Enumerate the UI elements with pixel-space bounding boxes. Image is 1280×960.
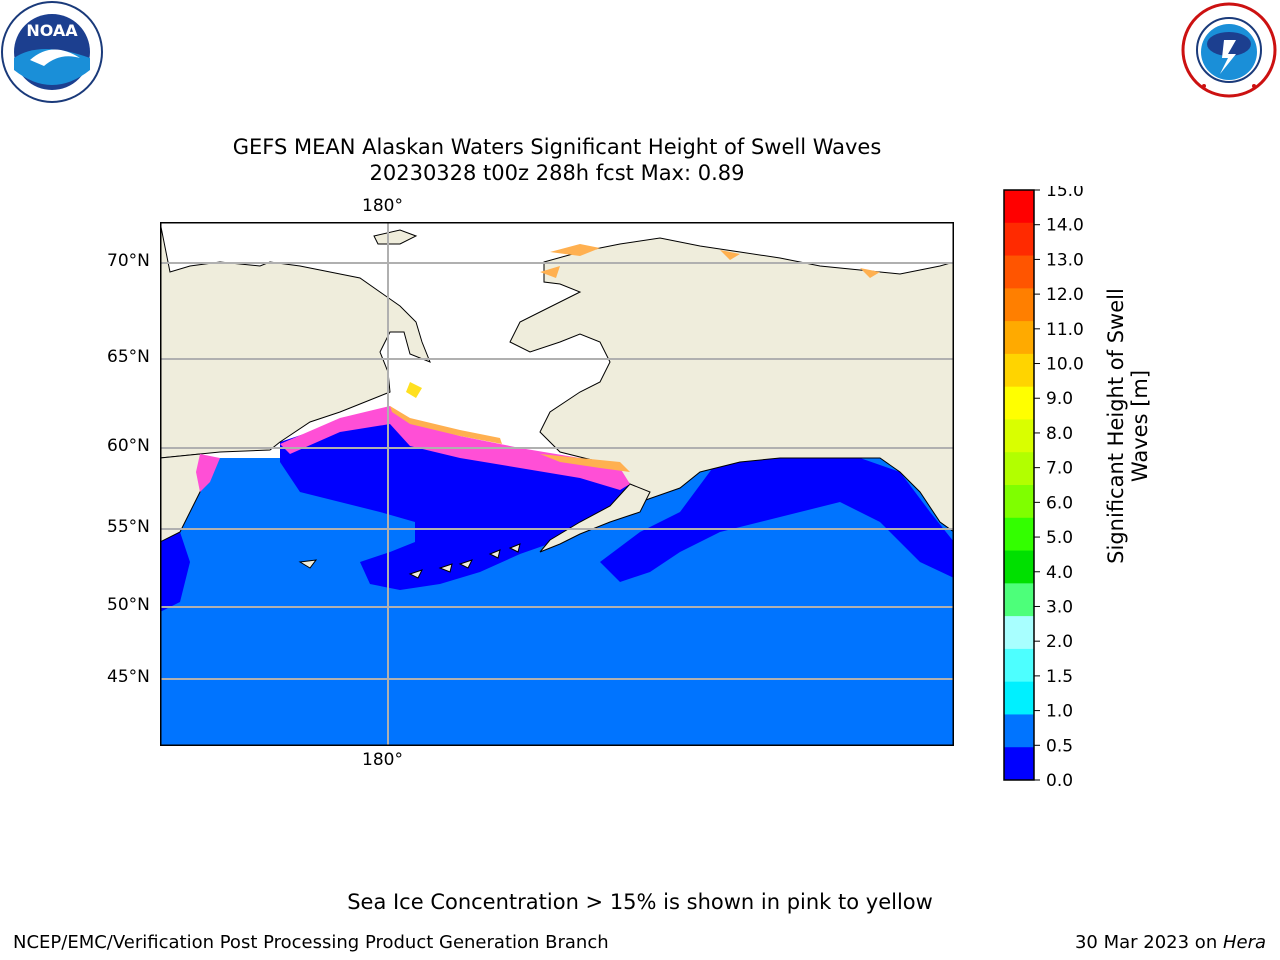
lat-label-60: 60°N [107, 436, 150, 456]
colorbar-tick-label: 2.0 [1046, 632, 1073, 652]
lat-label-45: 45°N [107, 667, 150, 687]
lon-label-bottom: 180° [362, 750, 403, 770]
colorbar-segment [1004, 616, 1034, 650]
colorbar-tick-label: 5.0 [1046, 528, 1073, 548]
colorbar-segment [1004, 747, 1034, 781]
colorbar-tick-label: 9.0 [1046, 389, 1073, 409]
sea-ice-note: Sea Ice Concentration > 15% is shown in … [347, 890, 933, 914]
colorbar-label: Significant Height of Swell Waves [m] [1104, 216, 1152, 636]
colorbar-segment [1004, 681, 1034, 715]
colorbar-segment [1004, 288, 1034, 322]
colorbar-tick-label: 0.0 [1046, 771, 1073, 791]
colorbar-segment [1004, 321, 1034, 355]
colorbar-tick-label: 12.0 [1046, 285, 1084, 305]
colorbar-tick-label: 10.0 [1046, 355, 1084, 375]
footer-right: 30 Mar 2023 on Hera [1075, 932, 1266, 953]
colorbar-segment [1004, 452, 1034, 486]
colorbar-segment [1004, 550, 1034, 584]
nws-logo [1178, 0, 1280, 100]
colorbar-segment [1004, 222, 1034, 257]
colorbar-tick-label: 8.0 [1046, 424, 1073, 444]
noaa-logo: NOAA [0, 0, 104, 104]
lat-label-55: 55°N [107, 517, 150, 537]
footer-left: NCEP/EMC/Verification Post Processing Pr… [13, 932, 609, 953]
colorbar-segment [1004, 485, 1034, 519]
colorbar-segment [1004, 386, 1034, 420]
colorbar-segment [1004, 648, 1034, 683]
colorbar-tick-label: 1.0 [1046, 702, 1073, 722]
colorbar-tick-label: 7.0 [1046, 459, 1073, 479]
colorbar-tick-label: 1.5 [1046, 667, 1073, 687]
colorbar: 15.0 14.0 13.0 12.0 11.0 10.0 9.0 8.0 7.0 6.0 5.0 4… [1003, 186, 1084, 791]
colorbar-segment [1004, 353, 1034, 388]
bering-shelf-low-swell [280, 408, 630, 590]
colorbar-border [1003, 189, 1035, 781]
colorbar-segment [1004, 517, 1034, 552]
land-alaska [509, 237, 955, 533]
colorbar-segment [1004, 190, 1034, 224]
colorbar-segment [1004, 419, 1034, 453]
colorbar-tick-label: 3.0 [1046, 597, 1073, 617]
chart-title: GEFS MEAN Alaskan Waters Significant Hei… [232, 135, 882, 159]
colorbar-tick-label: 0.5 [1046, 736, 1073, 756]
colorbar-tick-label: 4.0 [1046, 563, 1073, 583]
graticule [160, 222, 954, 746]
chart-subtitle: 20230328 t00z 288h fcst Max: 0.89 [369, 161, 745, 185]
footer-host: Hera [1222, 932, 1266, 953]
colorbar-label-line2: Waves [m] [1128, 369, 1152, 483]
lat-label-70: 70°N [107, 251, 150, 271]
colorbar-label-line1: Significant Height of Swell [1104, 288, 1128, 564]
colorbar-tick-label: 11.0 [1046, 320, 1084, 340]
lon-label-top: 180° [362, 196, 403, 216]
colorbar-tick-label: 13.0 [1046, 250, 1084, 270]
gulf-alaska-low-swell [600, 458, 954, 582]
map-panel [159, 221, 955, 746]
colorbar-tick-label: 15.0 [1046, 186, 1084, 201]
footer-date: 30 Mar 2023 on [1074, 932, 1223, 953]
colorbar-tick-label: 14.0 [1046, 216, 1084, 236]
colorbar-segment [1004, 714, 1034, 748]
colorbar-segment [1004, 583, 1034, 617]
colorbar-segment [1004, 255, 1034, 289]
colorbar-tick-label: 6.0 [1046, 493, 1073, 513]
lat-label-50: 50°N [107, 595, 150, 615]
lat-label-65: 65°N [107, 347, 150, 367]
svg-text:NOAA: NOAA [26, 21, 78, 40]
